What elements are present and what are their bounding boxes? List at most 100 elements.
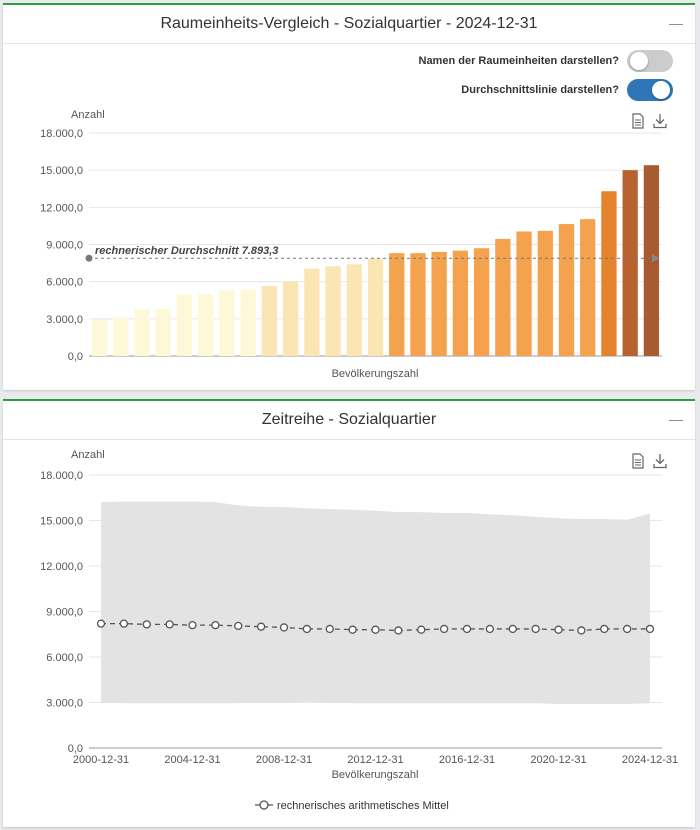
bar (198, 294, 214, 356)
y-tick-label: 0,0 (68, 743, 83, 755)
bar (91, 319, 108, 356)
mean-point (508, 624, 517, 634)
document-icon[interactable] (629, 452, 647, 470)
mean-point (371, 625, 380, 634)
bar (580, 219, 596, 356)
toggle-avg-row: Durchschnittslinie darstellen? (461, 78, 673, 102)
y-tick-label: 9.000,0 (46, 240, 83, 252)
bar (622, 170, 638, 356)
legend-label: rechnerisches arithmetisches Mittel (277, 800, 449, 812)
mean-point (462, 624, 472, 634)
bar (282, 281, 299, 356)
document-icon[interactable] (629, 112, 647, 130)
bar (537, 230, 553, 356)
legend-marker (259, 800, 269, 810)
panel-title: Raumeinheits-Vergleich - Sozialquartier … (3, 5, 695, 44)
mean-point (485, 624, 495, 634)
mean-point (577, 626, 586, 635)
bar (134, 309, 150, 356)
mean-point (325, 624, 334, 634)
toggle-names-label: Namen der Raumeinheiten darstellen? (418, 55, 620, 67)
toggle-names-switch[interactable] (627, 50, 673, 72)
download-icon[interactable] (651, 112, 669, 130)
x-tick-label: 2016-12-31 (439, 754, 495, 766)
y-tick-label: 3.000,0 (46, 314, 83, 326)
mean-point (302, 624, 312, 634)
mean-point (188, 620, 197, 630)
y-axis-label: Anzahl (71, 449, 105, 461)
panel-title: Zeitreihe - Sozialquartier (3, 401, 695, 440)
y-tick-label: 6.000,0 (46, 652, 83, 664)
x-tick-label: 2020-12-31 (530, 754, 586, 766)
y-tick-label: 0,0 (68, 351, 83, 363)
mean-point (394, 626, 403, 635)
mean-point (119, 619, 129, 628)
x-tick-label: 2024-12-31 (622, 754, 678, 766)
bar-chart: 0,0 3.000,0 6.000,0 9.000,0 12.000,0 15.000,0… (40, 109, 662, 380)
mean-point (165, 620, 174, 629)
bar (516, 231, 532, 356)
mean-point (531, 624, 540, 634)
bar (155, 308, 171, 356)
y-axis-label: Anzahl (71, 109, 105, 121)
average-end-marker (652, 254, 660, 263)
mean-point (417, 625, 426, 634)
bar (367, 258, 384, 356)
bar (473, 248, 490, 356)
bar (261, 286, 278, 356)
y-tick-label: 18.000,0 (40, 128, 83, 140)
y-tick-label: 12.000,0 (40, 202, 83, 214)
bar (346, 264, 362, 356)
bar (240, 289, 256, 356)
mean-point (256, 622, 266, 631)
switch-knob (630, 52, 648, 70)
y-tick-label: 12.000,0 (40, 561, 83, 573)
mean-point (96, 619, 106, 628)
mean-point (600, 624, 609, 634)
mean-point (142, 620, 151, 629)
switch-knob (652, 81, 670, 99)
toggle-names-row: Namen der Raumeinheiten darstellen? (418, 49, 673, 73)
mean-point (622, 624, 632, 634)
average-label: rechnerischer Durchschnitt 7.893,3 (95, 245, 278, 257)
collapse-icon[interactable]: — (669, 411, 683, 427)
bar (431, 251, 447, 356)
bar (325, 266, 341, 356)
mean-point (645, 624, 655, 634)
mean-point (234, 621, 243, 631)
line-chart: 0,0 3.000,0 6.000,0 9.000,0 12.000,0 15.000,0… (40, 449, 678, 812)
bar (176, 294, 193, 356)
download-icon[interactable] (651, 452, 669, 470)
mean-point (439, 624, 449, 634)
bar (389, 253, 405, 356)
bar (452, 250, 469, 356)
y-tick-label: 3.000,0 (46, 698, 83, 710)
bar (601, 191, 617, 356)
x-axis-label: Bevölkerungszahl (332, 769, 419, 781)
bar (558, 224, 575, 356)
mean-point (348, 625, 357, 634)
toggle-avg-switch[interactable] (627, 79, 673, 101)
bar (113, 317, 129, 356)
legend[interactable]: rechnerisches arithmetisches Mittel (255, 800, 449, 812)
mean-point (279, 623, 289, 632)
bar (304, 268, 320, 356)
y-tick-label: 15.000,0 (40, 516, 83, 528)
timeseries-panel: Zeitreihe - Sozialquartier — 0,0 3.000,0 6… (3, 399, 695, 827)
bar (495, 238, 511, 356)
range-area (101, 501, 650, 705)
x-tick-label: 2000-12-31 (73, 754, 129, 766)
bar (643, 165, 660, 356)
y-tick-label: 6.000,0 (46, 277, 83, 289)
x-tick-label: 2012-12-31 (347, 754, 403, 766)
x-tick-label: 2008-12-31 (256, 754, 312, 766)
bar (410, 253, 426, 356)
bar (219, 290, 235, 356)
average-start-marker (85, 254, 93, 262)
y-tick-label: 15.000,0 (40, 165, 83, 177)
x-axis-label: Bevölkerungszahl (332, 368, 419, 380)
toggle-avg-label: Durchschnittslinie darstellen? (461, 84, 619, 96)
x-tick-label: 2004-12-31 (164, 754, 220, 766)
mean-point (554, 625, 563, 634)
collapse-icon[interactable]: — (669, 15, 683, 31)
